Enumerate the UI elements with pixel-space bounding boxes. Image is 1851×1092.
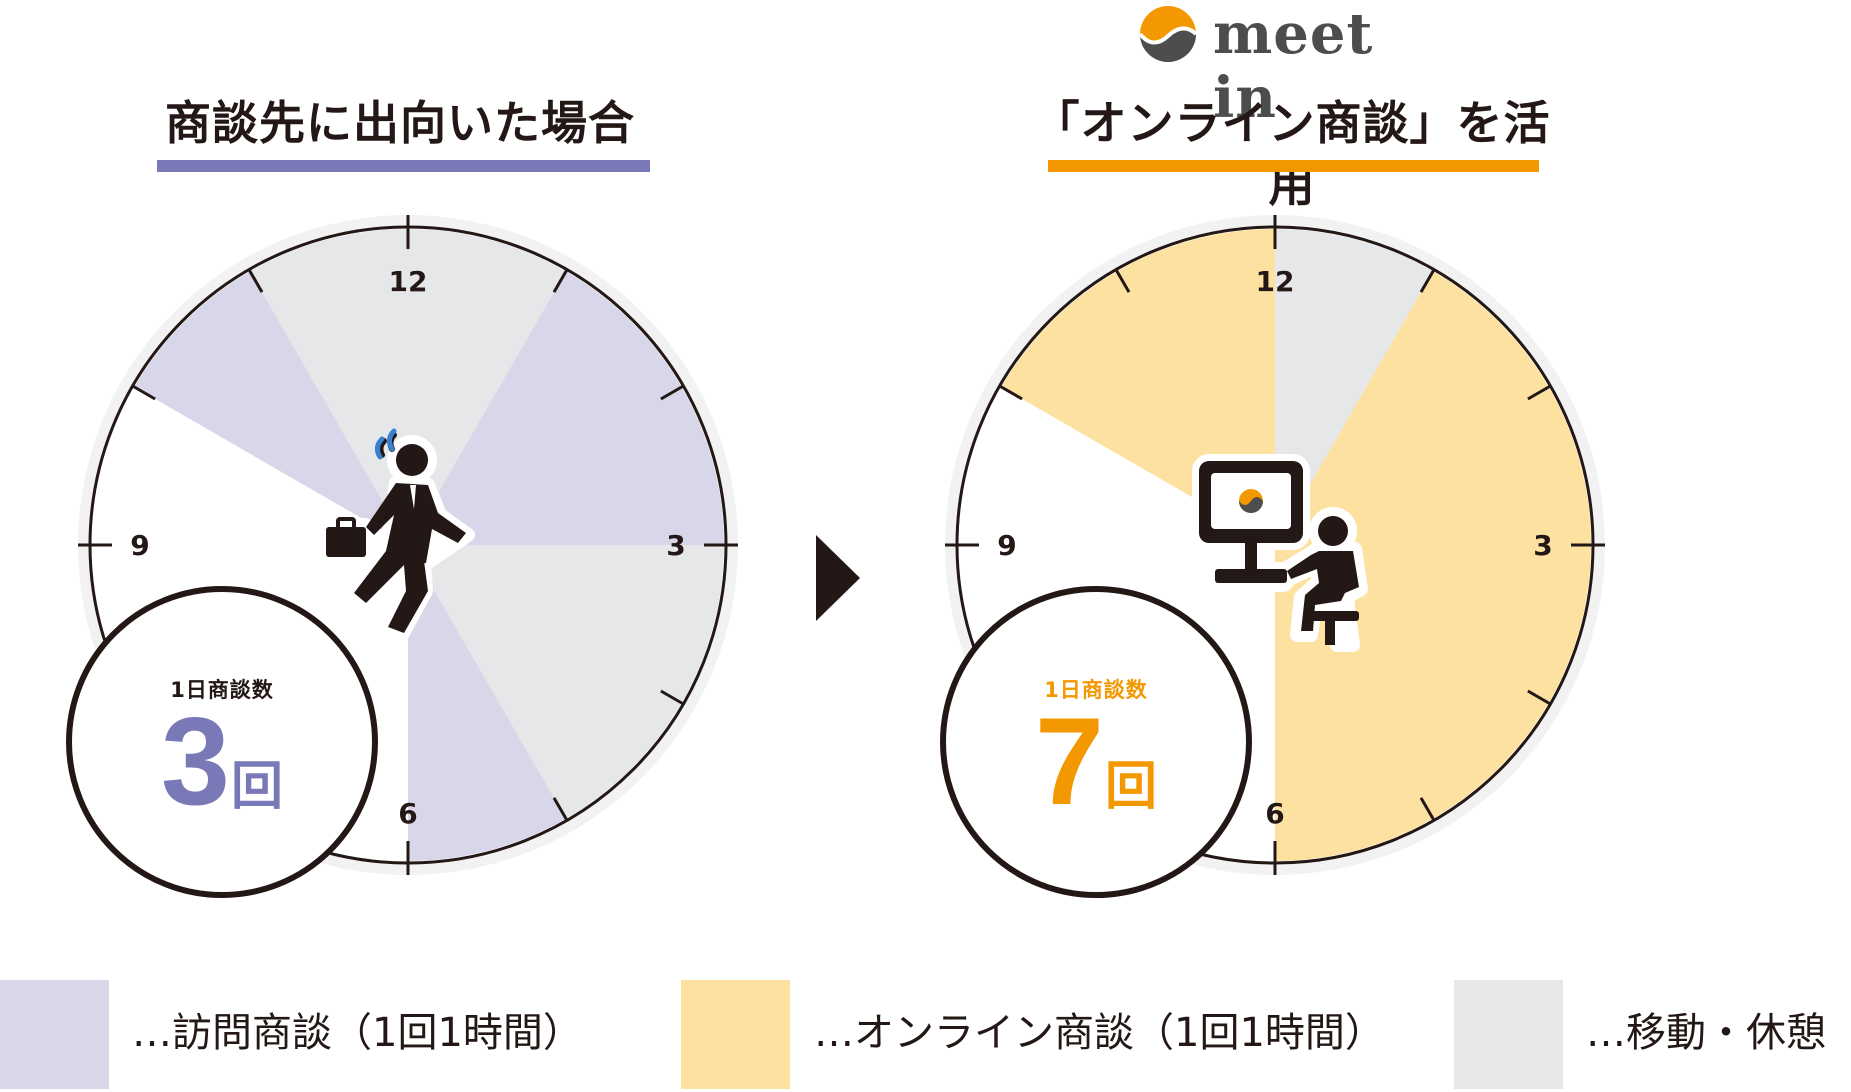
clock-tick (660, 384, 685, 401)
clock-sector-travel (1275, 229, 1433, 545)
clock-sector-visit (408, 387, 724, 545)
brand-logo: meet in (1135, 2, 1445, 130)
clock-sector-travel (408, 229, 566, 545)
clock-sectors (134, 229, 724, 861)
clock-tick (1419, 268, 1436, 293)
right-count-circle: 1日商談数 7回 (940, 586, 1252, 898)
right-title: 「オンライン商談」を活用 (1033, 96, 1551, 212)
right-count-number: 7 (1035, 693, 1104, 831)
legend-label-visit: …訪問商談（1回1時間） (132, 1010, 583, 1056)
clock-sector-visit (408, 271, 682, 545)
clock-sector-travel (408, 545, 682, 819)
clock-label-3: 3 (1533, 529, 1552, 562)
left-title-underline (157, 160, 650, 172)
clock-label-9: 9 (997, 529, 1016, 562)
right-title-underline (1048, 160, 1539, 172)
legend-swatch-online (681, 980, 790, 1089)
right-count-value-wrap: 7回 (946, 700, 1246, 824)
clock-sector-visit (408, 545, 566, 861)
triangle-right-icon (816, 535, 860, 621)
clock-tick (1527, 384, 1552, 401)
clock-tick (1114, 268, 1131, 293)
meet-in-logo-icon (1138, 6, 1198, 62)
right-count-label: 1日商談数 (1044, 678, 1148, 702)
clock-label-12: 12 (1256, 265, 1295, 298)
clock-label-9: 9 (130, 529, 149, 562)
clock-sector-online (1275, 387, 1591, 545)
legend-swatch-visit (0, 980, 109, 1089)
walking-businessman-icon (317, 428, 475, 642)
clock-tick (247, 268, 264, 293)
clock-sector-online (1275, 271, 1549, 545)
clock-label-12: 12 (389, 265, 428, 298)
person-at-computer-icon (1192, 454, 1368, 652)
clock-sector-travel (250, 229, 408, 545)
clock-tick (552, 797, 569, 822)
clock-tick (1419, 797, 1436, 822)
left-count-number: 3 (161, 693, 230, 831)
left-title: 商談先に出向いた場合 (165, 96, 635, 150)
left-count-circle: 1日商談数 3回 (66, 586, 378, 898)
clock-tick (998, 384, 1023, 401)
legend-label-travel: …移動・休憩 (1586, 1010, 1826, 1056)
clock-sector-visit (134, 271, 408, 545)
clock-label-6: 6 (1265, 797, 1284, 830)
brand-name: meet in (1213, 1, 1374, 131)
clock-tick (552, 268, 569, 293)
clock-sector-travel (408, 545, 724, 703)
clock-label-3: 3 (666, 529, 685, 562)
clock-tick (131, 384, 156, 401)
legend-label-online: …オンライン商談（1回1時間） (814, 1010, 1385, 1056)
left-count-unit: 回 (230, 757, 283, 817)
clock-tick (1527, 689, 1552, 706)
right-count-unit: 回 (1104, 757, 1157, 817)
clock-tick (660, 689, 685, 706)
legend-swatch-travel (1454, 980, 1563, 1089)
left-count-label: 1日商談数 (170, 678, 274, 702)
clock-label-6: 6 (398, 797, 417, 830)
left-count-value-wrap: 3回 (72, 700, 372, 824)
